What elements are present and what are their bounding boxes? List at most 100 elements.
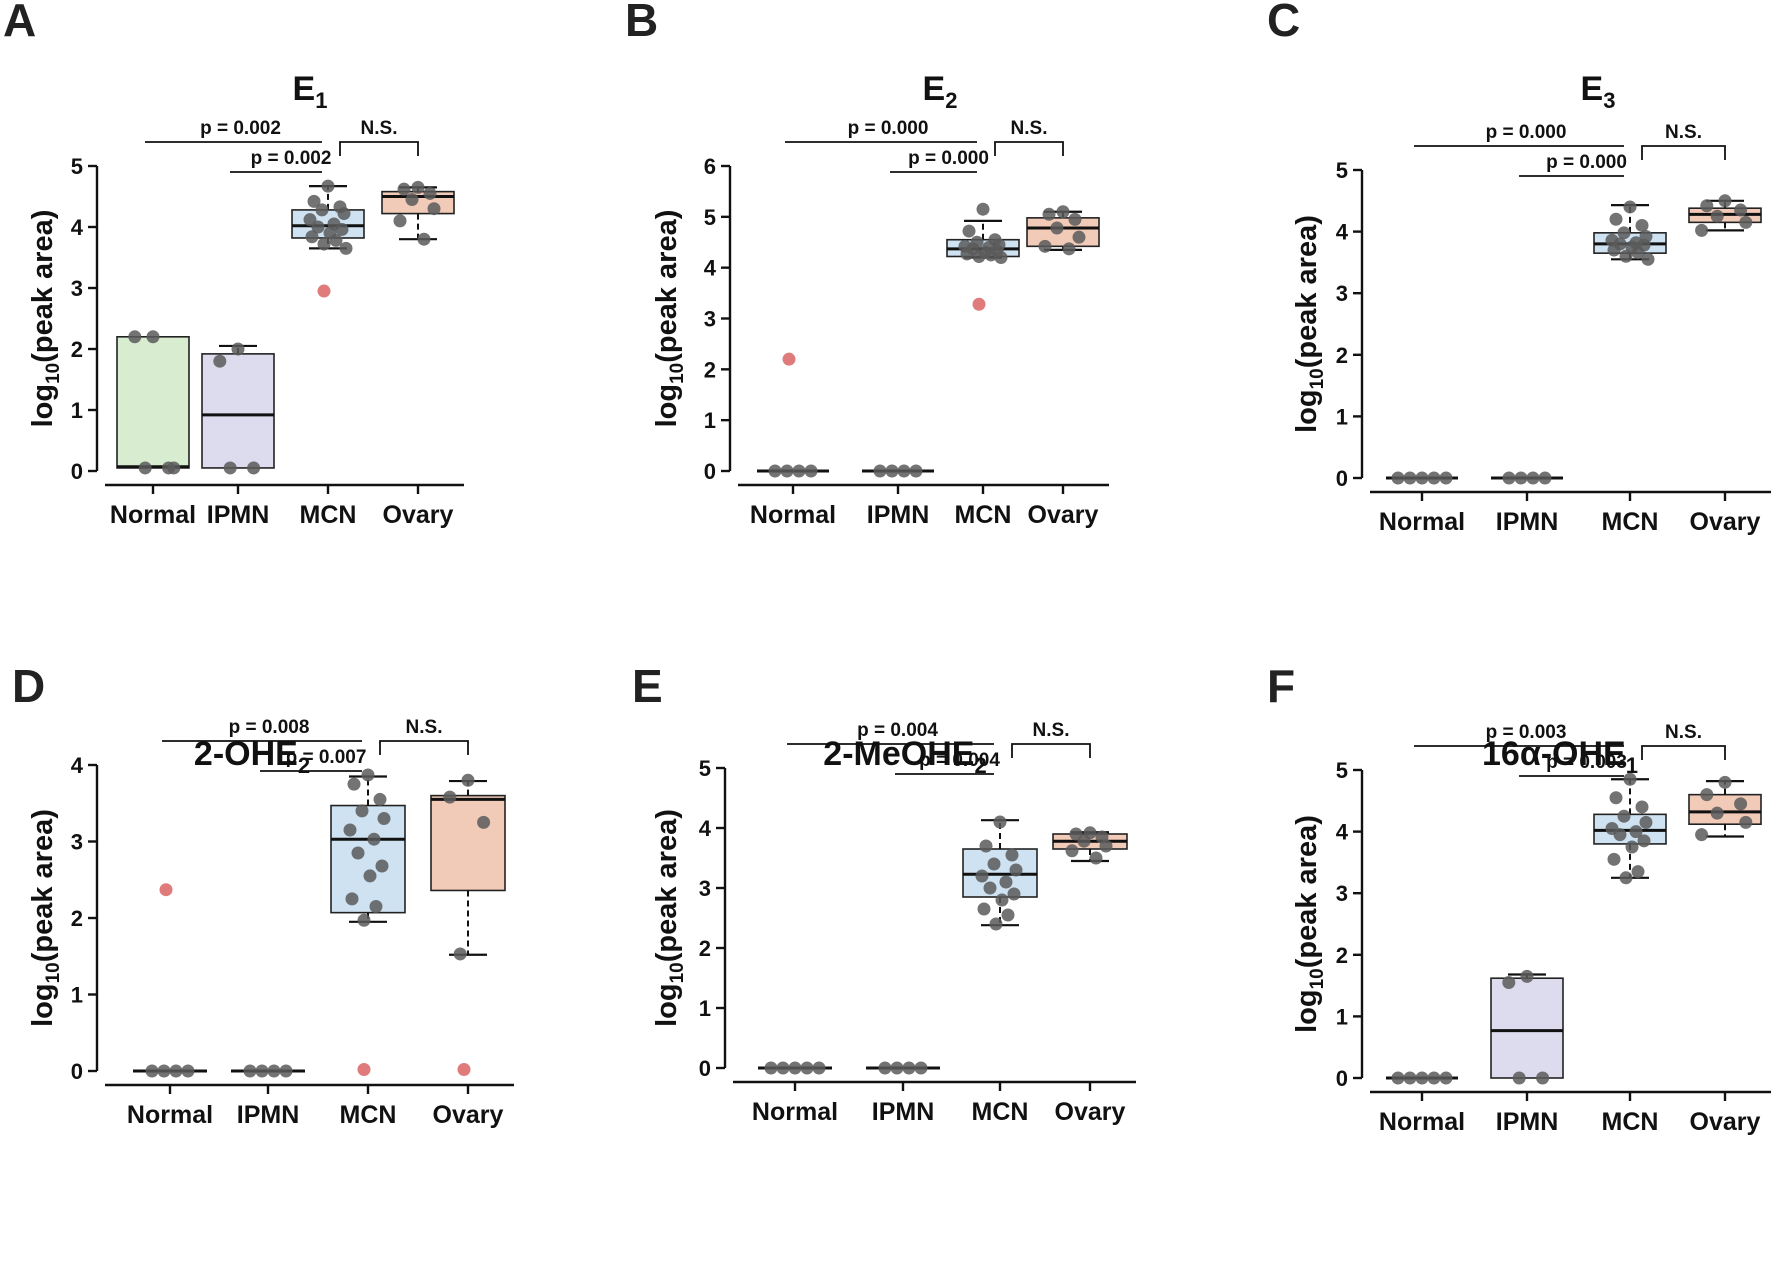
significance-label: p = 0.000	[908, 148, 989, 169]
data-point	[321, 179, 335, 193]
data-point	[1609, 212, 1623, 226]
group-normal	[116, 330, 190, 475]
data-point	[1613, 828, 1627, 842]
y-tick-label: 4	[71, 215, 84, 240]
data-point	[1009, 863, 1023, 877]
data-point	[1526, 471, 1540, 485]
data-point	[1050, 221, 1064, 235]
data-point	[443, 790, 457, 804]
y-tick-label: 2	[71, 906, 83, 931]
significance-bar: p = 0.002	[230, 148, 332, 173]
data-point	[995, 893, 1009, 907]
data-point	[1734, 203, 1748, 217]
y-axis-label: log10(peak area)	[651, 210, 688, 428]
y-tick-label: 1	[1336, 1004, 1348, 1029]
data-point	[1512, 1071, 1526, 1085]
data-point	[279, 1064, 293, 1078]
significance-bar: N.S.	[994, 118, 1064, 156]
data-point	[375, 859, 389, 873]
data-point	[1099, 839, 1113, 853]
panel-title-sub: 2	[974, 753, 986, 778]
data-point	[377, 812, 391, 826]
significance-label: p = 0.000	[848, 118, 929, 139]
group-ipmn	[1491, 471, 1563, 485]
significance-line	[994, 141, 1064, 156]
x-tick-label: IPMN	[207, 501, 270, 529]
data-point	[1617, 809, 1631, 823]
data-point	[231, 342, 245, 356]
data-point	[914, 1061, 928, 1075]
panel-letter: A	[3, 0, 36, 46]
y-tick-label: 0	[71, 1059, 83, 1084]
data-point	[768, 464, 782, 478]
outlier-point	[972, 297, 986, 311]
x-tick-label: IPMN	[1496, 508, 1559, 536]
data-point	[800, 1061, 814, 1075]
panel-title-main: 16α-OHE	[1482, 735, 1626, 773]
data-point	[145, 1064, 159, 1078]
significance-line	[379, 740, 469, 755]
y-tick-label: 5	[704, 205, 716, 230]
data-point	[411, 180, 425, 194]
data-point	[1502, 471, 1516, 485]
data-point	[1007, 887, 1021, 901]
significance-line	[1011, 743, 1091, 758]
y-tick-label: 2	[699, 936, 711, 961]
data-point	[1734, 797, 1748, 811]
data-point	[405, 193, 419, 207]
y-axis-label-sub: 10	[667, 363, 688, 384]
y-axis-label-main: log	[27, 983, 59, 1027]
group-ovary	[1688, 775, 1762, 842]
data-point	[987, 857, 1001, 871]
data-point	[999, 875, 1013, 889]
data-point	[347, 777, 361, 791]
y-axis-label: log10(peak area)	[27, 210, 64, 428]
panel-title-main: 2-MeOHE	[823, 735, 974, 773]
group-normal	[758, 1061, 832, 1075]
y-axis-label-rest: (peak area)	[651, 210, 683, 363]
data-point	[1700, 199, 1714, 213]
data-point	[1415, 471, 1429, 485]
y-tick-label: 0	[1336, 466, 1348, 491]
data-point	[1625, 840, 1639, 854]
y-axis-label: log10(peak area)	[1291, 215, 1328, 433]
x-tick-label: Ovary	[1690, 508, 1761, 536]
y-axis-label-sub: 10	[43, 962, 64, 983]
data-point	[983, 881, 997, 895]
data-point	[1635, 218, 1649, 232]
data-point	[453, 947, 467, 961]
group-normal	[1386, 1071, 1458, 1085]
box	[330, 804, 406, 914]
x-tick-label: Normal	[752, 1098, 838, 1126]
significance-bar: p = 0.000	[785, 118, 977, 143]
data-point	[339, 241, 353, 255]
data-point	[1391, 1071, 1405, 1085]
data-point	[989, 917, 1003, 931]
y-tick-label: 4	[1336, 820, 1349, 845]
panel-title-main: E	[293, 70, 316, 108]
data-point	[345, 892, 359, 906]
data-point	[1502, 976, 1516, 990]
group-ovary	[1026, 205, 1100, 256]
significance-label: N.S.	[406, 717, 443, 738]
y-tick-label: 4	[699, 816, 712, 841]
data-point	[1631, 246, 1645, 260]
data-point	[167, 461, 181, 475]
significance-line	[1641, 145, 1726, 160]
data-point	[788, 1061, 802, 1075]
data-point	[1607, 243, 1621, 257]
significance-label: p = 0.002	[251, 148, 332, 169]
y-tick-label: 2	[1336, 343, 1348, 368]
y-tick-label: 6	[704, 154, 716, 179]
data-point	[764, 1061, 778, 1075]
data-point	[993, 815, 1007, 829]
data-point	[1695, 828, 1709, 842]
data-point	[1042, 207, 1056, 221]
data-point	[307, 194, 321, 208]
data-point	[1641, 252, 1655, 266]
y-tick-label: 1	[704, 408, 716, 433]
group-normal	[757, 352, 829, 478]
data-point	[1631, 865, 1645, 879]
